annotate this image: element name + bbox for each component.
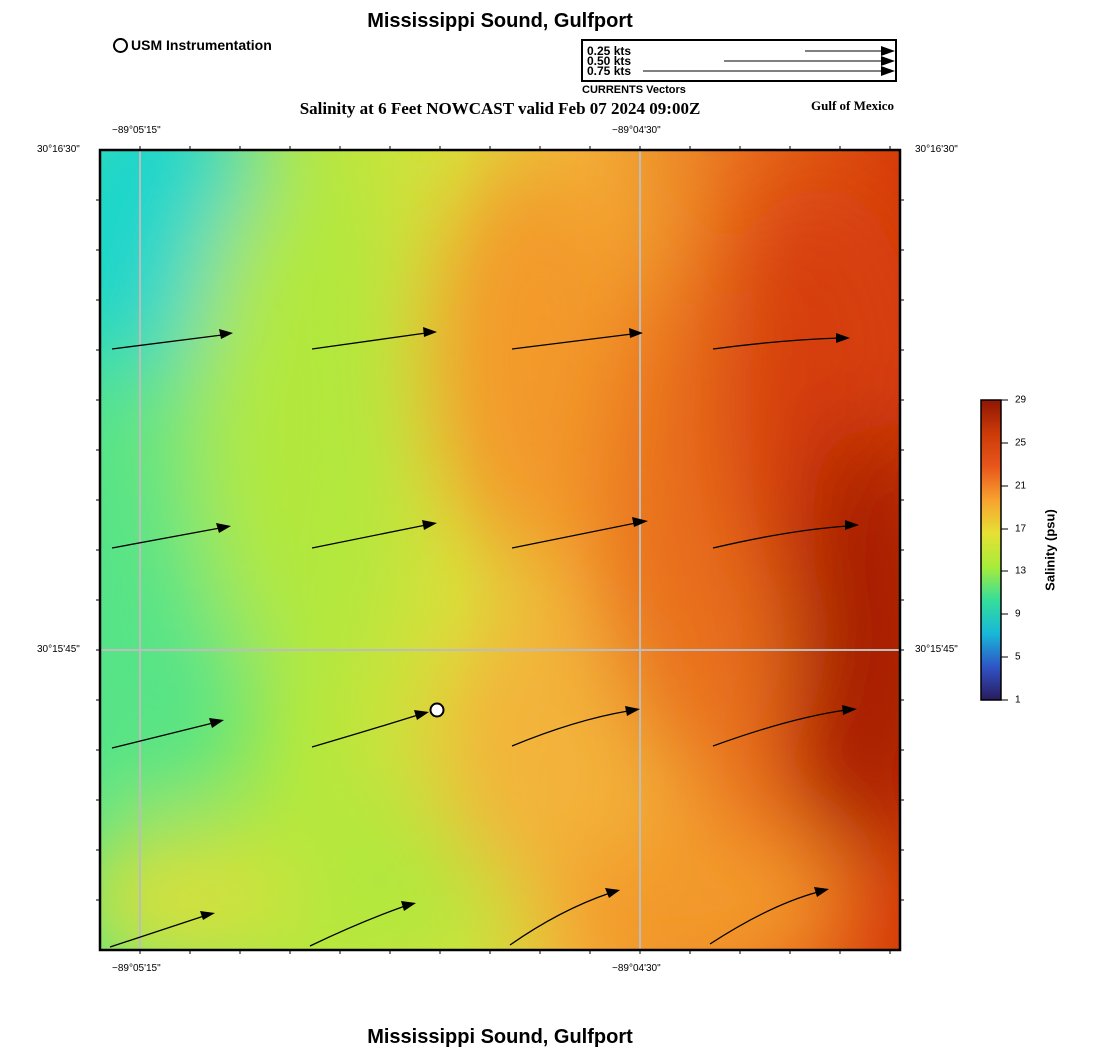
station-marker-icon <box>113 37 128 53</box>
vector-head-r3c3 <box>625 706 640 716</box>
vector-head-r2c4 <box>845 520 859 530</box>
usm-station-marker[interactable] <box>429 702 445 718</box>
vector-line-r4c2 <box>309 905 406 947</box>
lat-label-left-mid: 30°15'45" <box>37 644 80 655</box>
current-vector-heads <box>200 327 859 920</box>
vector-scale-label-3: 0.75 kts <box>587 64 632 78</box>
graticule <box>100 150 900 950</box>
vector-line-r2c3 <box>511 522 637 549</box>
colorbar-tick-label-1: 1 <box>1015 694 1021 706</box>
vector-line-r4c1 <box>109 915 205 948</box>
field-blob-lime <box>190 160 390 680</box>
lon-label-bottom-right: −89°04'30" <box>612 963 661 974</box>
colorbar-tick-label-13: 13 <box>1015 565 1027 577</box>
vector-line-r2c4 <box>712 337 841 350</box>
vector-line-r2c1 <box>111 527 221 549</box>
vector-head-r4c3 <box>605 888 620 898</box>
vector-head-r2c2 <box>422 520 437 530</box>
map-footer-title: Mississippi Sound, Gulfport <box>367 1026 633 1048</box>
lon-label-bottom-left: −89°05'15" <box>112 963 161 974</box>
lat-label-right-mid: 30°15'45" <box>915 644 958 655</box>
vector-head-r1c1 <box>219 329 233 339</box>
vector-line-r3c4 <box>712 709 847 747</box>
field-blob-orange <box>430 160 650 560</box>
vector-head-r4c2 <box>401 901 416 911</box>
lon-label-top-left: −89°05'15" <box>112 125 161 136</box>
vector-scale-legend: 0.25 kts 0.50 kts 0.75 kts <box>581 39 897 82</box>
vector-line-r3c1 <box>111 722 214 749</box>
station-legend-label: USM Instrumentation <box>131 37 272 53</box>
vector-head-r1c3 <box>629 328 643 338</box>
colorbar-title: Salinity (psu) <box>1042 509 1058 591</box>
colorbar-tick-label-17: 17 <box>1015 523 1027 535</box>
vector-line-r1c2 <box>311 332 427 350</box>
lat-label-right-top: 30°16'30" <box>915 144 958 155</box>
vector-line-r4c3 <box>509 892 611 946</box>
vector-head-r3c1 <box>209 718 224 728</box>
lat-label-left-top: 30°16'30" <box>37 144 80 155</box>
vector-scale-label-1: 0.25 kts <box>587 44 632 58</box>
vector-head-r3c2 <box>414 710 429 720</box>
colorbar-tick-label-21: 21 <box>1015 480 1027 492</box>
colorbar-tick-label-9: 9 <box>1015 608 1021 620</box>
vector-line-r3c3 <box>511 710 629 747</box>
colorbar <box>980 399 1008 701</box>
vector-head-r1c2 <box>423 327 437 337</box>
map-subtitle: Salinity at 6 Feet NOWCAST valid Feb 07 … <box>299 99 701 118</box>
vector-line-r1c3 <box>511 333 633 350</box>
colorbar-ticks <box>1001 399 1008 701</box>
lon-label-top-right: −89°04'30" <box>612 125 661 136</box>
vector-head-r3c4 <box>842 705 857 715</box>
vector-head-r4c4 <box>814 887 829 897</box>
vector-head-r2c3 <box>632 517 648 527</box>
station-legend: USM Instrumentation <box>113 37 272 53</box>
vector-line-r3c2 <box>311 714 419 748</box>
salinity-field <box>100 150 900 950</box>
frame-ticks <box>96 146 904 954</box>
vector-caption: CURRENTS Vectors <box>582 84 686 96</box>
vector-line-r2c2 <box>311 524 427 549</box>
current-vectors <box>109 332 849 948</box>
colorbar-tick-label-29: 29 <box>1015 394 1027 406</box>
field-blob-orange-bottom <box>560 820 840 950</box>
vector-line-r1c1 <box>111 334 223 350</box>
map-title: Mississippi Sound, Gulfport <box>367 10 633 32</box>
vector-scale-label-2: 0.50 kts <box>587 54 632 68</box>
field-blobs <box>100 150 900 950</box>
field-blob-dark-red <box>790 420 900 860</box>
colorbar-tick-label-25: 25 <box>1015 437 1027 449</box>
field-blob-yellow-bottom <box>100 830 290 950</box>
region-label: Gulf of Mexico <box>811 98 895 113</box>
vector-line-r2c4b <box>712 525 849 549</box>
map-frame <box>96 146 904 954</box>
vector-scale-arrows <box>643 46 895 76</box>
colorbar-tick-label-5: 5 <box>1015 651 1021 663</box>
colorbar-bar <box>980 399 1002 701</box>
vector-head-r1c4 <box>836 333 850 343</box>
vector-line-r4c4 <box>709 891 819 945</box>
vector-head-r2c1 <box>216 523 231 533</box>
vector-head-r4c1 <box>200 911 215 920</box>
